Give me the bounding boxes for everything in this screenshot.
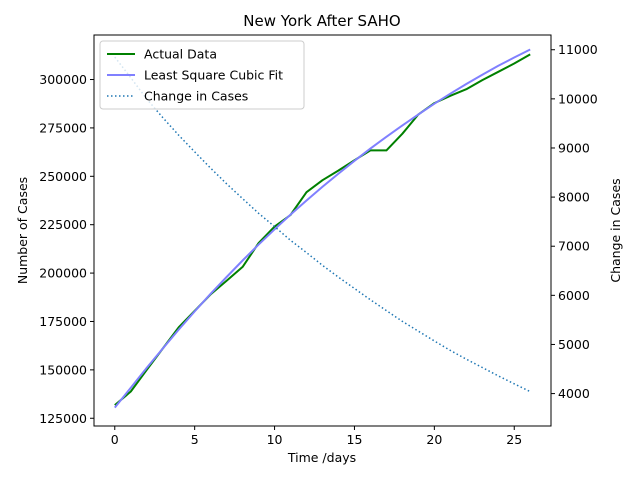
y2-tick-label: 10000 [558,91,598,106]
y-tick-label: 150000 [39,362,87,377]
y-tick-label: 250000 [39,169,87,184]
plot-area: 0 5 10 15 20 25 125000 150000 175000 200000 22500… [39,34,598,447]
x-tick-label: 5 [191,432,199,447]
y-tick-label: 225000 [39,217,87,232]
x-tick-label: 15 [347,432,363,447]
chart-title: New York After SAHO [243,12,400,30]
series-line-1 [114,48,531,409]
y-tick-label: 300000 [39,72,87,87]
y-axis-label: Number of Cases [15,177,30,284]
legend-box [99,40,305,110]
legend-label: Least Square Cubic Fit [144,68,283,83]
y2-tick-label: 4000 [558,386,590,401]
legend-label: Change in Cases [144,89,248,104]
series-line-0 [114,53,531,406]
y2-axis-ticks: 4000 5000 6000 7000 8000 9000 10000 11000 [551,42,598,401]
y2-tick-label: 8000 [558,190,590,205]
y2-tick-label: 5000 [558,337,590,352]
y2-tick-label: 9000 [558,140,590,155]
x-tick-label: 10 [267,432,283,447]
series-line-2 [114,56,531,393]
y2-axis-label: Change in Cases [608,178,623,282]
legend-label: Actual Data [144,47,217,62]
x-tick-label: 20 [426,432,442,447]
y-axis-ticks: 125000 150000 175000 200000 225000 250000 2750… [39,72,94,426]
axes-frame [93,34,552,427]
y2-tick-label: 11000 [558,42,598,57]
legend-items: Actual Data Least Square Cubic Fit Change … [107,47,283,104]
series-layer [114,48,531,409]
x-axis-label: Time /days [287,450,356,465]
legend: Actual Data Least Square Cubic Fit Change … [99,40,305,110]
y-tick-label: 200000 [39,266,87,281]
x-axis-ticks: 0 5 10 15 20 25 [111,426,522,447]
x-tick-label: 25 [506,432,522,447]
y-tick-label: 125000 [39,411,87,426]
y2-tick-label: 6000 [558,288,590,303]
y-tick-label: 175000 [39,314,87,329]
y-tick-label: 275000 [39,120,87,135]
x-tick-label: 0 [111,432,119,447]
y2-tick-label: 7000 [558,239,590,254]
